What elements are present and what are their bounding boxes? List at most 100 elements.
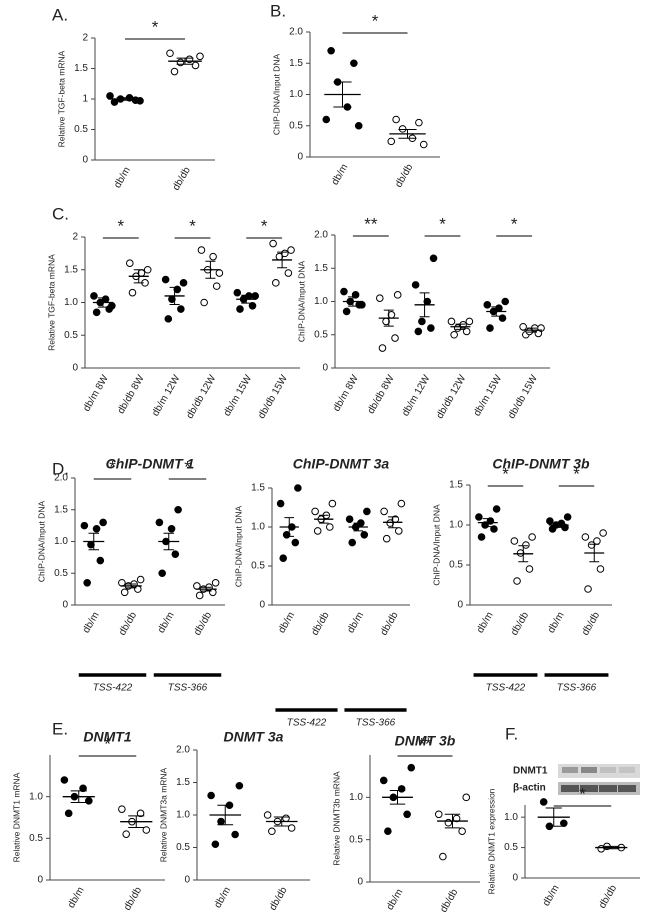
y-tick-label: 0.5	[314, 329, 328, 340]
data-point	[342, 307, 351, 316]
significance-label: *	[189, 216, 196, 235]
chart-panel: 0 0.5 1.0 Relative DNMT1 mRNA db/m db/db * E. DN…	[11, 719, 165, 912]
data-point	[207, 791, 215, 800]
y-tick-label: 2.0	[54, 473, 68, 484]
data-point	[64, 809, 73, 818]
data-point	[311, 507, 319, 516]
data-point	[322, 115, 331, 124]
data-point	[158, 569, 166, 578]
y-axis-label: ChIP-DNA/Input DNA	[431, 504, 441, 586]
data-point	[475, 513, 483, 521]
data-point	[106, 92, 114, 100]
data-point	[143, 265, 152, 274]
data-point	[269, 239, 277, 248]
error-bar	[201, 586, 212, 592]
chart-panel: 0 0.5 1.0 1.5 2.0 ChIP-DNA/Input DNA db/m db/db…	[270, 1, 440, 189]
data-point	[136, 575, 145, 584]
x-tick-label: db/m	[66, 885, 87, 910]
x-tick-label: db/m 8W	[81, 373, 111, 414]
panel-label: A.	[52, 5, 68, 24]
data-point	[313, 527, 322, 535]
data-point	[599, 529, 607, 537]
x-tick-label: db/db	[310, 610, 332, 638]
x-tick-label: db/m 12W	[150, 373, 183, 418]
y-axis-label: ChIP-DNA/Input DNA	[36, 501, 46, 583]
error-bar	[383, 309, 394, 327]
chart-title: DNMT1	[83, 729, 131, 745]
y-tick-label: 0.5	[176, 842, 190, 853]
chart-panel: 0 0.5 1.0 1.5 ChIP-DNA/Input DNA db/m db/db db/…	[431, 456, 612, 694]
data-point	[414, 327, 423, 336]
data-point	[211, 840, 220, 849]
data-point	[79, 784, 87, 793]
data-point	[458, 827, 466, 836]
data-point	[96, 556, 105, 565]
data-point	[174, 505, 182, 514]
data-point	[397, 785, 406, 793]
data-point	[83, 578, 91, 587]
data-point	[287, 824, 296, 832]
data-point	[212, 282, 221, 290]
y-axis-label: ChIP-DNA/Input DNA	[233, 506, 243, 588]
error-bar	[126, 583, 137, 589]
significance-label: *	[261, 216, 268, 235]
data-point	[118, 805, 126, 813]
data-point	[92, 525, 101, 533]
band	[599, 785, 617, 792]
y-tick-label: 1.0	[504, 812, 518, 823]
chart-title: ChIP-DNMT 1	[106, 456, 195, 472]
data-point	[248, 301, 257, 310]
error-bar	[527, 327, 538, 333]
chart-panel: 0 0.5 1.0 1.5 ChIP-DNA/Input DNA db/m db/db db/…	[233, 456, 410, 729]
data-point	[282, 814, 290, 823]
x-tick-label: db/m	[81, 610, 102, 635]
y-tick-label: 1.0	[54, 536, 68, 547]
error-bar	[389, 790, 406, 805]
region-label: TSS-422	[93, 683, 133, 694]
y-axis-label: Relative DNMT1 mRNA	[11, 772, 21, 862]
data-point	[434, 810, 443, 819]
band	[561, 785, 579, 792]
data-point	[90, 292, 98, 300]
error-bar	[318, 514, 329, 524]
data-point	[452, 814, 461, 823]
data-point	[560, 819, 568, 828]
x-tick-label: db/db 12W	[185, 373, 219, 421]
y-axis-label: ChIP-DNA/Input DNA	[271, 54, 281, 136]
data-point	[287, 246, 295, 254]
data-point	[397, 499, 406, 508]
y-tick-label: 2	[82, 33, 88, 44]
data-point	[393, 291, 402, 299]
x-tick-label: db/db	[122, 885, 144, 913]
chart-title: DNMT 3b	[395, 733, 456, 749]
data-point	[325, 523, 334, 531]
data-point	[587, 541, 596, 549]
panel-label: C.	[52, 204, 69, 223]
data-point	[99, 518, 107, 527]
data-point	[85, 797, 93, 805]
data-point	[164, 315, 173, 323]
data-point	[375, 294, 384, 302]
error-bar	[353, 522, 364, 532]
data-point	[209, 252, 217, 261]
y-tick-label: 1.5	[74, 63, 88, 74]
data-point	[167, 525, 176, 533]
data-point	[593, 537, 601, 545]
data-point	[193, 582, 201, 590]
x-tick-label: db/m 8W	[331, 373, 361, 414]
data-point	[403, 810, 411, 819]
significance-label: *	[104, 734, 111, 753]
data-point	[196, 52, 204, 61]
region-label: TSS-422	[486, 683, 526, 694]
x-tick-label: db/db 8W	[366, 373, 397, 416]
y-axis-label: Relative TGF-beta mRNA	[56, 50, 66, 147]
data-point	[122, 830, 130, 838]
error-bar	[277, 251, 288, 269]
y-tick-label: 2.0	[314, 230, 328, 241]
data-point	[360, 531, 369, 539]
data-point	[596, 565, 605, 573]
data-point	[350, 59, 358, 68]
error-bar	[387, 516, 398, 529]
